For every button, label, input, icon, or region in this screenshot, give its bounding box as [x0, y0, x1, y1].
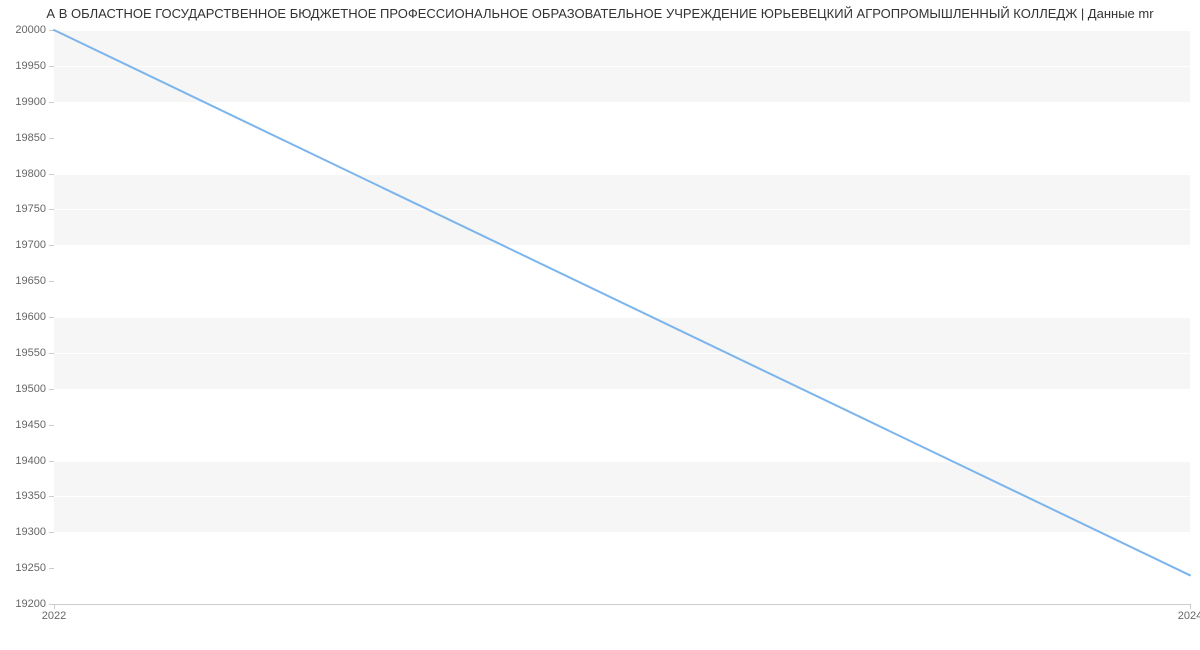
plot-area: 1920019250193001935019400194501950019550… [54, 30, 1190, 604]
x-tick-label: 2024 [1178, 604, 1200, 622]
x-axis-line [54, 604, 1190, 605]
series-layer [54, 30, 1190, 604]
x-tick-mark [1190, 604, 1191, 609]
series-line [54, 30, 1190, 575]
chart-title: А В ОБЛАСТНОЕ ГОСУДАРСТВЕННОЕ БЮДЖЕТНОЕ … [0, 6, 1200, 21]
line-chart: А В ОБЛАСТНОЕ ГОСУДАРСТВЕННОЕ БЮДЖЕТНОЕ … [0, 0, 1200, 650]
